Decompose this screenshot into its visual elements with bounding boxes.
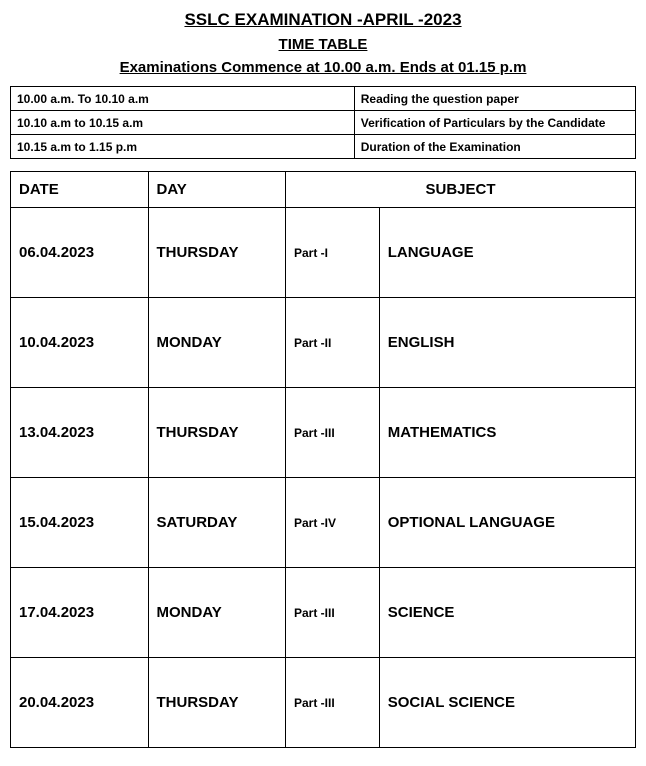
cell-part: Part -III [286, 658, 380, 748]
timing-time: 10.00 a.m. To 10.10 a.m [11, 87, 355, 111]
cell-date: 13.04.2023 [11, 388, 149, 478]
cell-day: MONDAY [148, 298, 286, 388]
timing-time: 10.15 a.m to 1.15 p.m [11, 135, 355, 159]
cell-subject: MATHEMATICS [379, 388, 635, 478]
cell-date: 17.04.2023 [11, 568, 149, 658]
cell-day: THURSDAY [148, 208, 286, 298]
header-date: DATE [11, 172, 149, 208]
schedule-row: 15.04.2023SATURDAYPart -IVOPTIONAL LANGU… [11, 478, 636, 568]
cell-day: SATURDAY [148, 478, 286, 568]
timing-activity: Duration of the Examination [354, 135, 635, 159]
schedule-row: 20.04.2023THURSDAYPart -IIISOCIAL SCIENC… [11, 658, 636, 748]
cell-date: 06.04.2023 [11, 208, 149, 298]
header-subject: SUBJECT [286, 172, 636, 208]
cell-date: 15.04.2023 [11, 478, 149, 568]
timing-row: 10.00 a.m. To 10.10 a.mReading the quest… [11, 87, 636, 111]
cell-part: Part -IV [286, 478, 380, 568]
schedule-row: 10.04.2023MONDAYPart -IIENGLISH [11, 298, 636, 388]
cell-subject: OPTIONAL LANGUAGE [379, 478, 635, 568]
header-day: DAY [148, 172, 286, 208]
schedule-table: DATE DAY SUBJECT 06.04.2023THURSDAYPart … [10, 171, 636, 748]
cell-date: 20.04.2023 [11, 658, 149, 748]
cell-subject: SCIENCE [379, 568, 635, 658]
sub-title: TIME TABLE [10, 36, 636, 53]
cell-day: MONDAY [148, 568, 286, 658]
cell-part: Part -II [286, 298, 380, 388]
cell-part: Part -III [286, 388, 380, 478]
cell-date: 10.04.2023 [11, 298, 149, 388]
timing-time: 10.10 a.m to 10.15 a.m [11, 111, 355, 135]
timing-row: 10.15 a.m to 1.15 p.mDuration of the Exa… [11, 135, 636, 159]
cell-day: THURSDAY [148, 658, 286, 748]
commence-text: Examinations Commence at 10.00 a.m. Ends… [10, 59, 636, 76]
cell-subject: LANGUAGE [379, 208, 635, 298]
schedule-row: 17.04.2023MONDAYPart -IIISCIENCE [11, 568, 636, 658]
cell-subject: SOCIAL SCIENCE [379, 658, 635, 748]
timing-activity: Verification of Particulars by the Candi… [354, 111, 635, 135]
cell-part: Part -III [286, 568, 380, 658]
cell-part: Part -I [286, 208, 380, 298]
timing-table: 10.00 a.m. To 10.10 a.mReading the quest… [10, 86, 636, 159]
timing-activity: Reading the question paper [354, 87, 635, 111]
schedule-row: 06.04.2023THURSDAYPart -ILANGUAGE [11, 208, 636, 298]
cell-day: THURSDAY [148, 388, 286, 478]
timing-row: 10.10 a.m to 10.15 a.mVerification of Pa… [11, 111, 636, 135]
schedule-header-row: DATE DAY SUBJECT [11, 172, 636, 208]
cell-subject: ENGLISH [379, 298, 635, 388]
schedule-row: 13.04.2023THURSDAYPart -IIIMATHEMATICS [11, 388, 636, 478]
main-title: SSLC EXAMINATION -APRIL -2023 [10, 10, 636, 30]
document-header: SSLC EXAMINATION -APRIL -2023 TIME TABLE… [10, 10, 636, 76]
